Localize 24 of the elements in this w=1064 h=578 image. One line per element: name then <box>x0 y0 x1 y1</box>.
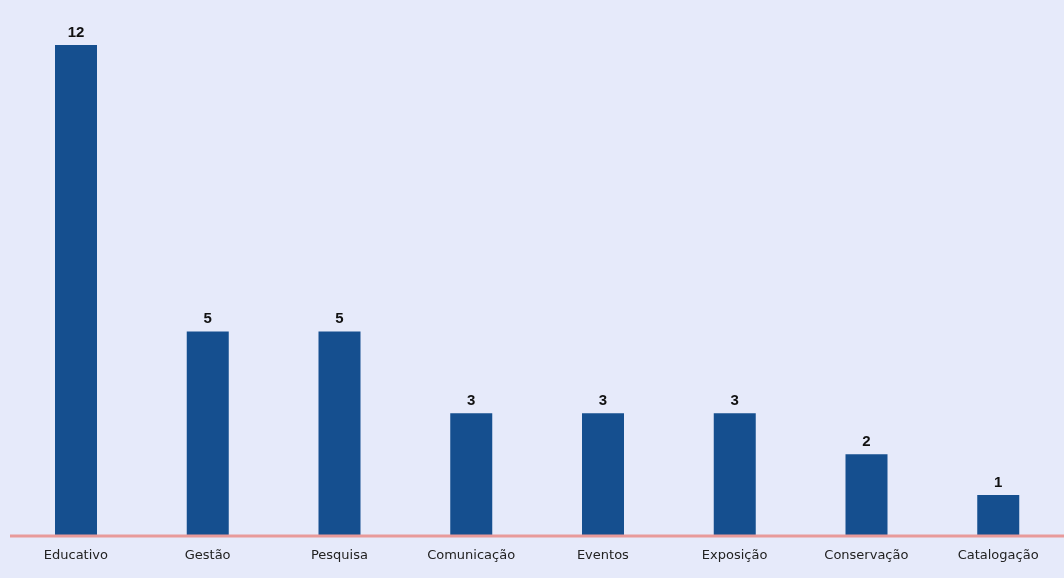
bar <box>845 454 888 536</box>
x-tick-label: Conservação <box>824 547 909 563</box>
x-tick-label: Comunicação <box>427 547 516 563</box>
bar <box>977 495 1020 536</box>
data-label: 3 <box>467 391 476 409</box>
data-label: 12 <box>67 23 85 40</box>
x-tick-label: Exposição <box>701 547 768 563</box>
bar <box>582 413 624 536</box>
bar <box>55 45 97 536</box>
bar <box>318 331 361 536</box>
x-tick-label: Eventos <box>576 547 630 563</box>
data-label: 3 <box>598 391 608 409</box>
bar <box>450 413 493 536</box>
bar <box>713 413 756 536</box>
data-label: 5 <box>335 309 344 327</box>
data-label: 2 <box>862 432 871 450</box>
x-tick-label: Pesquisa <box>310 547 368 563</box>
data-label: 3 <box>730 391 739 409</box>
data-label: 5 <box>203 309 212 327</box>
bar <box>186 331 229 536</box>
x-tick-label: Catalogação <box>957 547 1039 563</box>
data-label: 1 <box>994 473 1003 491</box>
x-tick-label: Gestão <box>184 547 231 563</box>
x-tick-label: Educativo <box>43 547 108 563</box>
